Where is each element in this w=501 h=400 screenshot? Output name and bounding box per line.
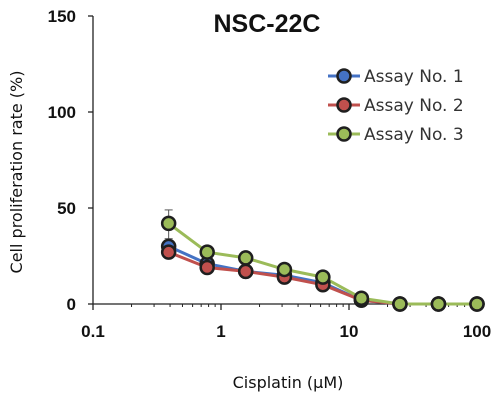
series-2-point	[199, 259, 215, 276]
legend-label: Assay No. 3	[364, 125, 464, 145]
x-tick-label: 0.1	[81, 322, 105, 341]
y-tick-label: 100	[48, 103, 76, 122]
legend-swatch-marker	[336, 68, 352, 84]
tick-labels: 0 50 100 150 0.1 1 10 100	[48, 7, 492, 341]
series-2-point	[237, 263, 254, 280]
legend-swatch-marker	[336, 126, 352, 142]
legend: Assay No. 1 Assay No. 2 Assay No. 3	[328, 67, 464, 145]
x-axis-label: Cisplatin (μM)	[233, 373, 344, 392]
series-3-point	[276, 261, 293, 278]
y-axis-label: Cell proliferation rate (%)	[7, 71, 26, 274]
y-tick-label: 0	[67, 295, 76, 314]
series-3-point	[199, 244, 215, 260]
series-3-point	[469, 296, 485, 312]
legend-swatch-marker	[336, 97, 352, 113]
series-3-point	[392, 296, 408, 312]
legend-label: Assay No. 2	[364, 96, 464, 116]
x-tick-label: 100	[463, 322, 491, 341]
series-3-point	[237, 250, 254, 266]
series-3-point	[353, 290, 370, 306]
legend-label: Assay No. 1	[364, 67, 464, 87]
y-tick-label: 150	[48, 7, 76, 26]
series-3-point	[160, 215, 177, 232]
series-3-point	[315, 269, 331, 285]
x-tick-label: 10	[340, 322, 359, 341]
series-3-point	[430, 296, 447, 312]
series-markers	[160, 215, 485, 312]
x-tick-label: 1	[216, 322, 225, 341]
series-2-point	[160, 244, 177, 260]
chart-title: NSC-22C	[214, 10, 321, 38]
y-tick-label: 50	[57, 199, 76, 218]
